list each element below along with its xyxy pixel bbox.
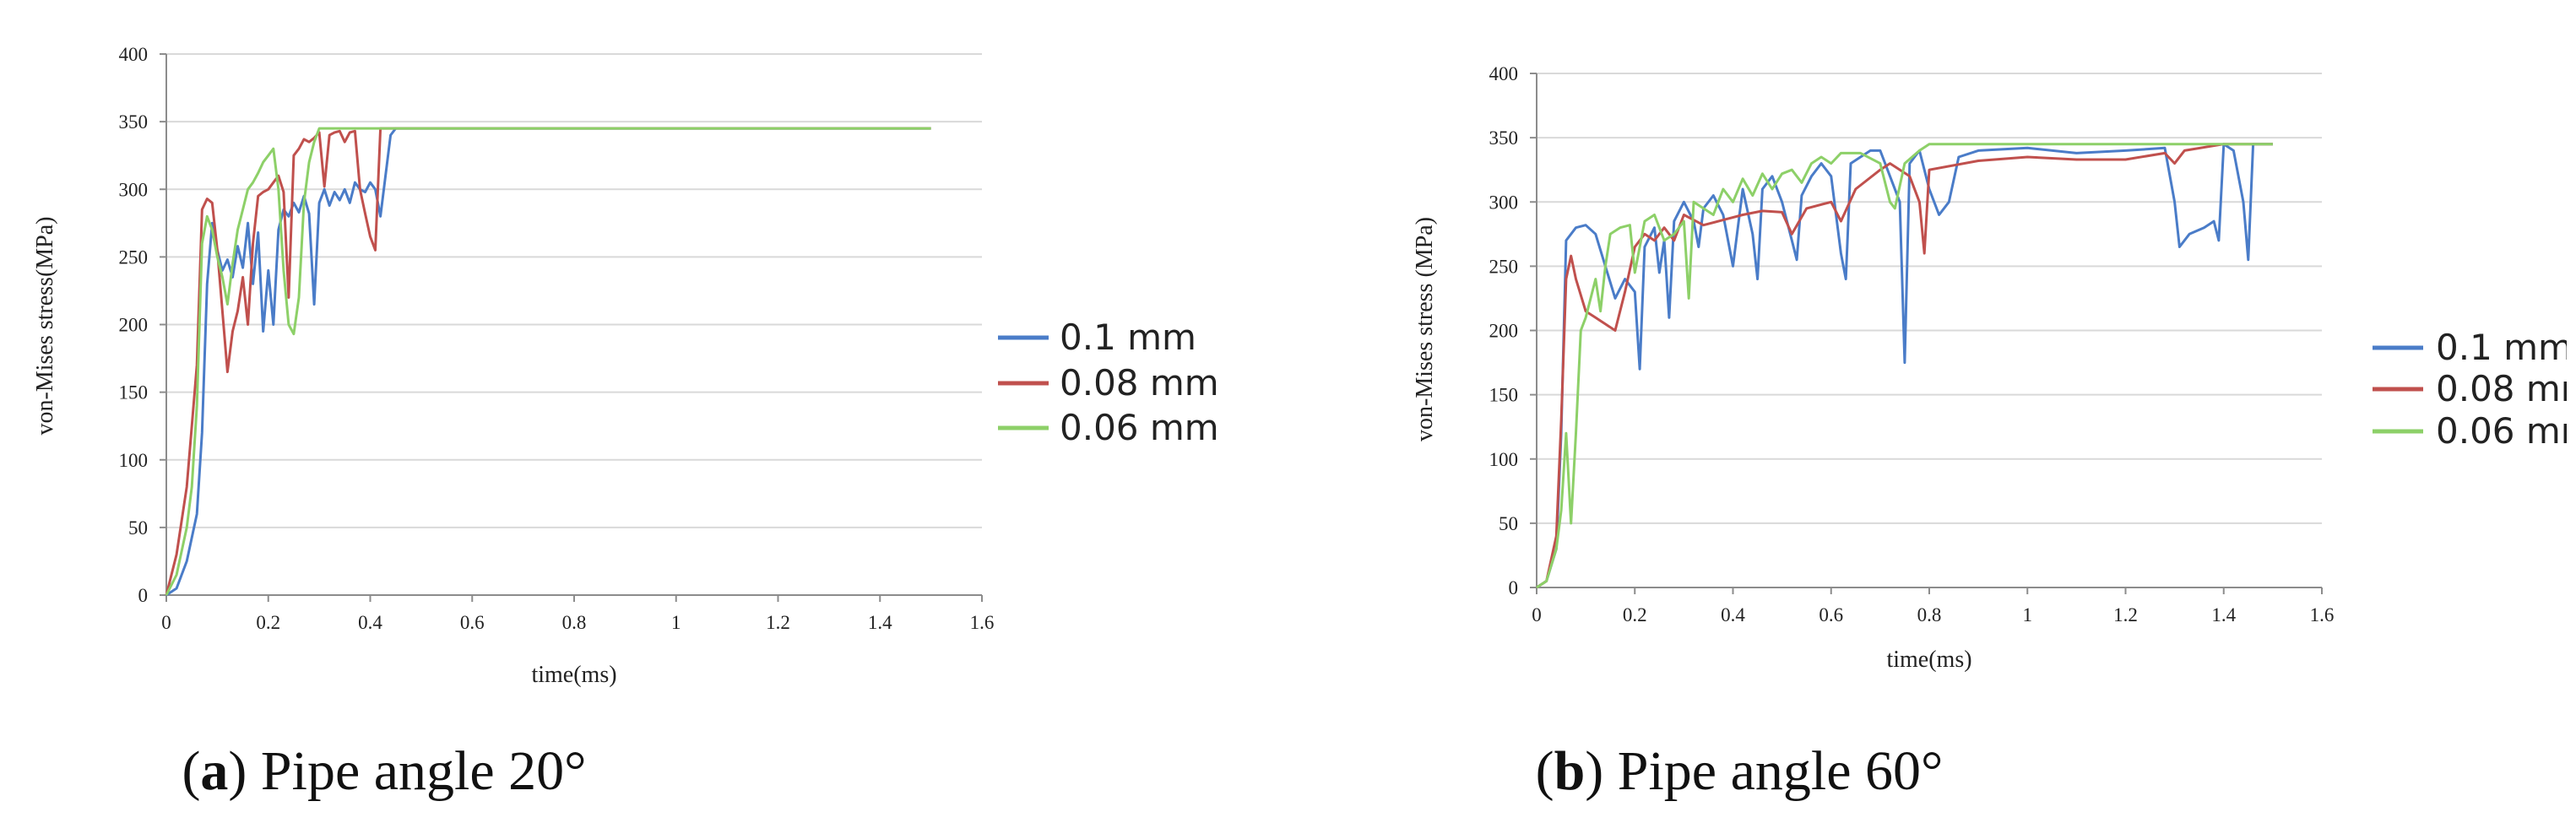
y-tick-label: 200 bbox=[119, 315, 149, 336]
y-tick-label: 400 bbox=[119, 44, 149, 65]
y-axis-title: von-Mises stress(MPa) bbox=[32, 217, 58, 436]
y-tick-label: 50 bbox=[128, 517, 148, 539]
y-tick-label: 350 bbox=[1489, 127, 1519, 149]
x-tick-label: 0.2 bbox=[1623, 604, 1647, 625]
caption-letter: a bbox=[200, 740, 228, 802]
x-tick-label: 1.4 bbox=[868, 612, 892, 633]
y-tick-label: 300 bbox=[1489, 192, 1519, 213]
x-tick-label: 1 bbox=[671, 612, 681, 633]
x-tick-label: 0.2 bbox=[256, 612, 280, 633]
series-line-0-1-mm bbox=[165, 127, 931, 597]
series-line-0-1-mm bbox=[1536, 143, 2273, 589]
y-tick-label: 50 bbox=[1499, 513, 1518, 534]
y-tick-label: 400 bbox=[1489, 63, 1519, 84]
x-axis-title: time(ms) bbox=[1886, 647, 1971, 673]
x-tick-label: 0.6 bbox=[1819, 604, 1843, 625]
x-tick-label: 1 bbox=[2023, 604, 2033, 625]
legend-label: 0.1 mm bbox=[1060, 317, 1196, 358]
y-axis-title: von-Mises stress (MPa) bbox=[1412, 217, 1438, 441]
x-tick-label: 0 bbox=[1532, 604, 1542, 625]
x-tick-label: 1.6 bbox=[970, 612, 995, 633]
x-tick-label: 0.6 bbox=[460, 612, 485, 633]
y-tick-label: 200 bbox=[1489, 321, 1519, 342]
x-tick-label: 0 bbox=[161, 612, 171, 633]
y-tick-label: 100 bbox=[119, 450, 149, 471]
legend-label: 0.08 mm bbox=[2436, 368, 2567, 409]
series-line-0-06-mm bbox=[1536, 143, 2273, 589]
x-tick-label: 1.2 bbox=[766, 612, 790, 633]
series-line-0-06-mm bbox=[165, 127, 931, 596]
caption-text: Pipe angle 20° bbox=[247, 740, 586, 802]
x-axis-title: time(ms) bbox=[531, 662, 616, 688]
y-tick-label: 350 bbox=[119, 111, 149, 133]
x-tick-label: 1.2 bbox=[2113, 604, 2138, 625]
y-tick-label: 0 bbox=[1509, 577, 1519, 598]
x-tick-label: 1.6 bbox=[2310, 604, 2335, 625]
legend-label: 0.08 mm bbox=[1060, 362, 1219, 403]
caption-letter: b bbox=[1554, 740, 1586, 802]
x-tick-label: 1.4 bbox=[2211, 604, 2236, 625]
series-line-0-08-mm bbox=[1536, 143, 2273, 589]
y-tick-label: 150 bbox=[1489, 385, 1519, 406]
caption-text: Pipe angle 60° bbox=[1603, 740, 1943, 802]
y-tick-label: 250 bbox=[1489, 256, 1519, 277]
chart-caption: (a) Pipe angle 20° bbox=[182, 740, 586, 802]
legend-label: 0.06 mm bbox=[2436, 410, 2567, 452]
x-tick-label: 0.8 bbox=[562, 612, 587, 633]
x-tick-label: 0.4 bbox=[358, 612, 382, 633]
x-tick-label: 0.4 bbox=[1721, 604, 1745, 625]
series-line-0-08-mm bbox=[165, 127, 931, 596]
y-tick-label: 150 bbox=[119, 382, 149, 403]
y-tick-label: 250 bbox=[119, 246, 149, 268]
y-tick-label: 100 bbox=[1489, 449, 1519, 470]
y-tick-label: 0 bbox=[138, 585, 149, 606]
chart-caption: (b) Pipe angle 60° bbox=[1536, 740, 1944, 802]
legend-label: 0.06 mm bbox=[1060, 407, 1219, 448]
y-tick-label: 300 bbox=[119, 179, 149, 200]
legend-label: 0.1 mm bbox=[2436, 327, 2567, 368]
chart-a: 0 50 100 150 200 250 300 350 400 0 0.2 0.4 0.6 0.8 1 1.… bbox=[32, 44, 1219, 802]
chart-b: 0 50 100 150 200 250 300 350 400 0 0.2 0.4 0.6 0.8 1 1.… bbox=[1412, 63, 2567, 802]
x-tick-label: 0.8 bbox=[1917, 604, 1942, 625]
